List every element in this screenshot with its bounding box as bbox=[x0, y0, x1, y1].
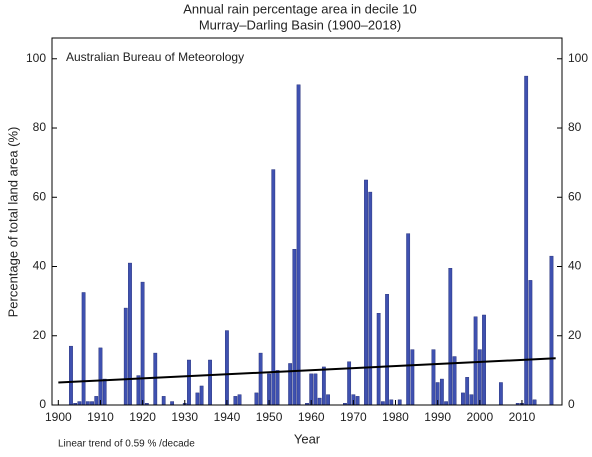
bar bbox=[317, 397, 322, 406]
x-tick-label: 1930 bbox=[171, 410, 198, 424]
bar bbox=[225, 330, 229, 406]
bar bbox=[128, 262, 132, 406]
bar bbox=[258, 352, 263, 406]
bar bbox=[406, 233, 411, 406]
bar bbox=[439, 378, 444, 406]
bar bbox=[444, 401, 448, 406]
bar bbox=[524, 75, 529, 406]
x-axis-label: Year bbox=[294, 431, 321, 446]
bar bbox=[81, 292, 86, 406]
bar bbox=[153, 352, 158, 406]
chart-subtitle: Murray–Darling Basin (1900–2018) bbox=[199, 17, 401, 32]
y2-tick-label: 80 bbox=[568, 120, 582, 134]
bar bbox=[397, 399, 402, 406]
bar bbox=[199, 385, 204, 406]
bar bbox=[549, 255, 554, 406]
x-tick-label: 1920 bbox=[129, 410, 156, 424]
y-axis-label: Percentage of total land area (%) bbox=[5, 127, 20, 318]
bar bbox=[187, 359, 191, 406]
bar bbox=[448, 268, 453, 406]
x-tick-label: 2010 bbox=[509, 410, 536, 424]
bar bbox=[123, 307, 128, 406]
bar bbox=[321, 366, 326, 406]
bar bbox=[85, 401, 90, 406]
bar bbox=[482, 314, 486, 406]
bar bbox=[461, 392, 465, 406]
bar bbox=[102, 378, 107, 406]
bar bbox=[532, 399, 537, 406]
y2-tick-label: 0 bbox=[568, 397, 575, 411]
x-tick-label: 1910 bbox=[87, 410, 114, 424]
bar bbox=[254, 392, 259, 406]
x-tick-label: 1900 bbox=[45, 410, 72, 424]
bar bbox=[77, 401, 82, 406]
bar bbox=[275, 370, 280, 406]
bar bbox=[208, 359, 212, 406]
bar bbox=[170, 401, 175, 406]
bar bbox=[364, 179, 368, 406]
bar bbox=[161, 396, 166, 406]
bar bbox=[233, 396, 238, 406]
bar bbox=[313, 373, 318, 406]
bar bbox=[431, 349, 436, 406]
bar bbox=[98, 347, 103, 406]
bar bbox=[195, 392, 200, 406]
bar bbox=[136, 375, 141, 406]
bar bbox=[94, 396, 99, 406]
bar bbox=[292, 248, 297, 406]
bar bbox=[473, 316, 478, 406]
chart-title: Annual rain percentage area in decile 10 bbox=[183, 1, 416, 16]
bar bbox=[326, 394, 330, 406]
bar bbox=[410, 349, 415, 406]
bar bbox=[376, 313, 381, 406]
y2-tick-label: 40 bbox=[568, 259, 582, 273]
bar bbox=[477, 349, 482, 406]
y-tick-label: 40 bbox=[33, 259, 47, 273]
x-tick-label: 2000 bbox=[466, 410, 493, 424]
bar bbox=[469, 394, 474, 406]
x-tick-label: 1990 bbox=[424, 410, 451, 424]
x-tick-label: 1960 bbox=[298, 410, 325, 424]
y2-tick-label: 20 bbox=[568, 328, 582, 342]
bar bbox=[140, 281, 145, 406]
x-tick-label: 1940 bbox=[214, 410, 241, 424]
bar bbox=[528, 280, 533, 406]
y2-tick-label: 100 bbox=[568, 51, 588, 65]
y-tick-label: 100 bbox=[26, 51, 46, 65]
bar bbox=[380, 401, 385, 406]
y-tick-label: 0 bbox=[39, 397, 46, 411]
bar bbox=[288, 363, 293, 406]
y-tick-label: 80 bbox=[33, 120, 47, 134]
bar bbox=[237, 394, 242, 406]
bar bbox=[69, 345, 73, 406]
annotation: Australian Bureau of Meteorology bbox=[66, 50, 244, 64]
y2-tick-label: 60 bbox=[568, 189, 582, 203]
x-tick-label: 1970 bbox=[340, 410, 367, 424]
bar bbox=[296, 84, 301, 406]
trend-line bbox=[58, 357, 556, 384]
bar bbox=[385, 294, 389, 406]
x-tick-label: 1950 bbox=[256, 410, 283, 424]
y-tick-label: 20 bbox=[33, 328, 47, 342]
plot-frame bbox=[51, 37, 563, 406]
bar bbox=[368, 191, 373, 406]
y-tick-label: 60 bbox=[33, 189, 47, 203]
x-tick-label: 1980 bbox=[382, 410, 409, 424]
bar bbox=[90, 401, 94, 406]
footnote: Linear trend of 0.59 % /decade bbox=[58, 439, 195, 450]
bar bbox=[355, 396, 360, 406]
bar bbox=[389, 399, 394, 406]
bar bbox=[271, 169, 276, 406]
bar bbox=[465, 377, 470, 406]
bar bbox=[498, 382, 503, 406]
